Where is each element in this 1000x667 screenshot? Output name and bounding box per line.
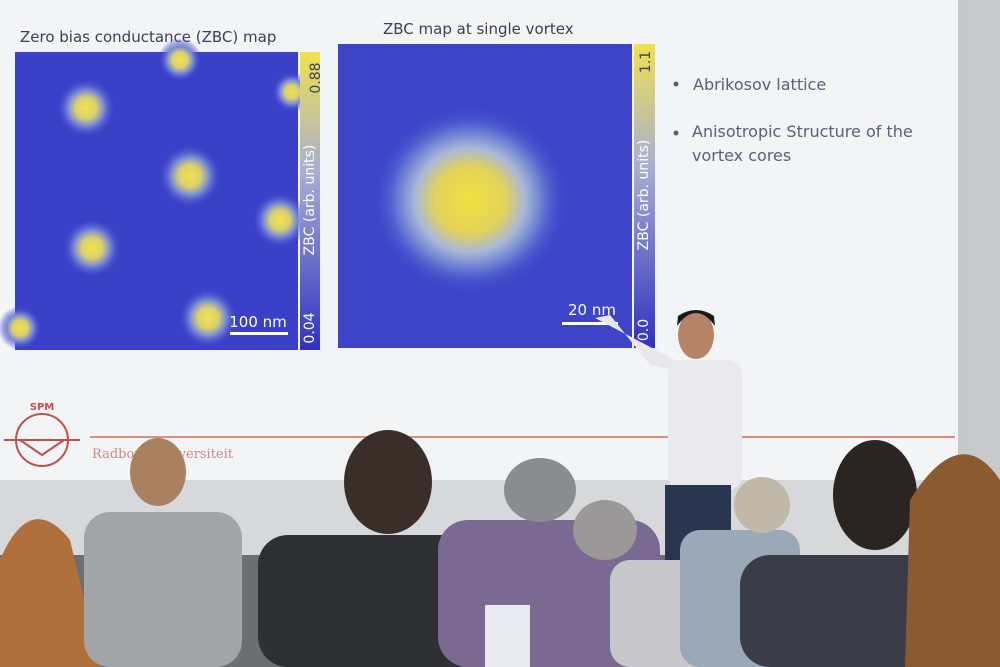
head	[734, 477, 790, 533]
vortex	[158, 144, 222, 208]
left-colorbar	[300, 52, 320, 350]
head	[344, 430, 432, 534]
bullet-dot	[673, 130, 679, 136]
vortex	[178, 288, 238, 348]
head	[504, 458, 576, 522]
left-cbar-max: 0.88	[308, 62, 324, 93]
vortex	[252, 192, 308, 248]
person	[258, 535, 488, 667]
person	[0, 519, 100, 667]
left-cbar-min: 0.04	[302, 312, 318, 343]
logo-acronym: SPM	[30, 402, 55, 413]
head	[573, 500, 637, 560]
laptop	[485, 605, 530, 667]
right-cbar-max: 1.1	[638, 51, 654, 73]
speaker-shirt	[668, 360, 742, 490]
bullet-dot	[673, 81, 679, 87]
left-cbar-label: ZBC (arb. units)	[302, 145, 318, 256]
vortex	[62, 218, 122, 278]
left-map	[15, 52, 298, 350]
logo-lines	[4, 439, 80, 457]
bullet: Anisotropic Structure of the vortex core…	[692, 122, 913, 165]
right-title: ZBC map at single vortex	[383, 20, 574, 38]
head	[833, 440, 917, 550]
vortex	[158, 38, 202, 82]
bullet: Abrikosov lattice	[693, 75, 826, 94]
left-title: Zero bias conductance (ZBC) map	[20, 28, 276, 46]
audience	[0, 430, 1000, 667]
right-scale-bar	[562, 322, 618, 325]
person	[905, 454, 1000, 667]
right-cbar-label: ZBC (arb. units)	[636, 140, 652, 251]
vortex	[56, 78, 116, 138]
head	[130, 438, 186, 506]
bullet-box: Anisotropic Structure of the vortex core…	[692, 122, 913, 165]
right-cbar-min: 0.0	[636, 319, 652, 341]
vortex	[0, 306, 42, 350]
speaker-arm	[595, 315, 680, 372]
left-scale-bar	[230, 332, 288, 335]
speaker-head	[678, 311, 714, 359]
person	[84, 512, 242, 667]
right-scale-label: 20 nm	[568, 301, 616, 319]
vortex-core	[370, 105, 570, 295]
speaker-hair	[677, 310, 715, 326]
right-colorbar	[634, 44, 655, 348]
left-scale-label: 100 nm	[229, 313, 287, 331]
